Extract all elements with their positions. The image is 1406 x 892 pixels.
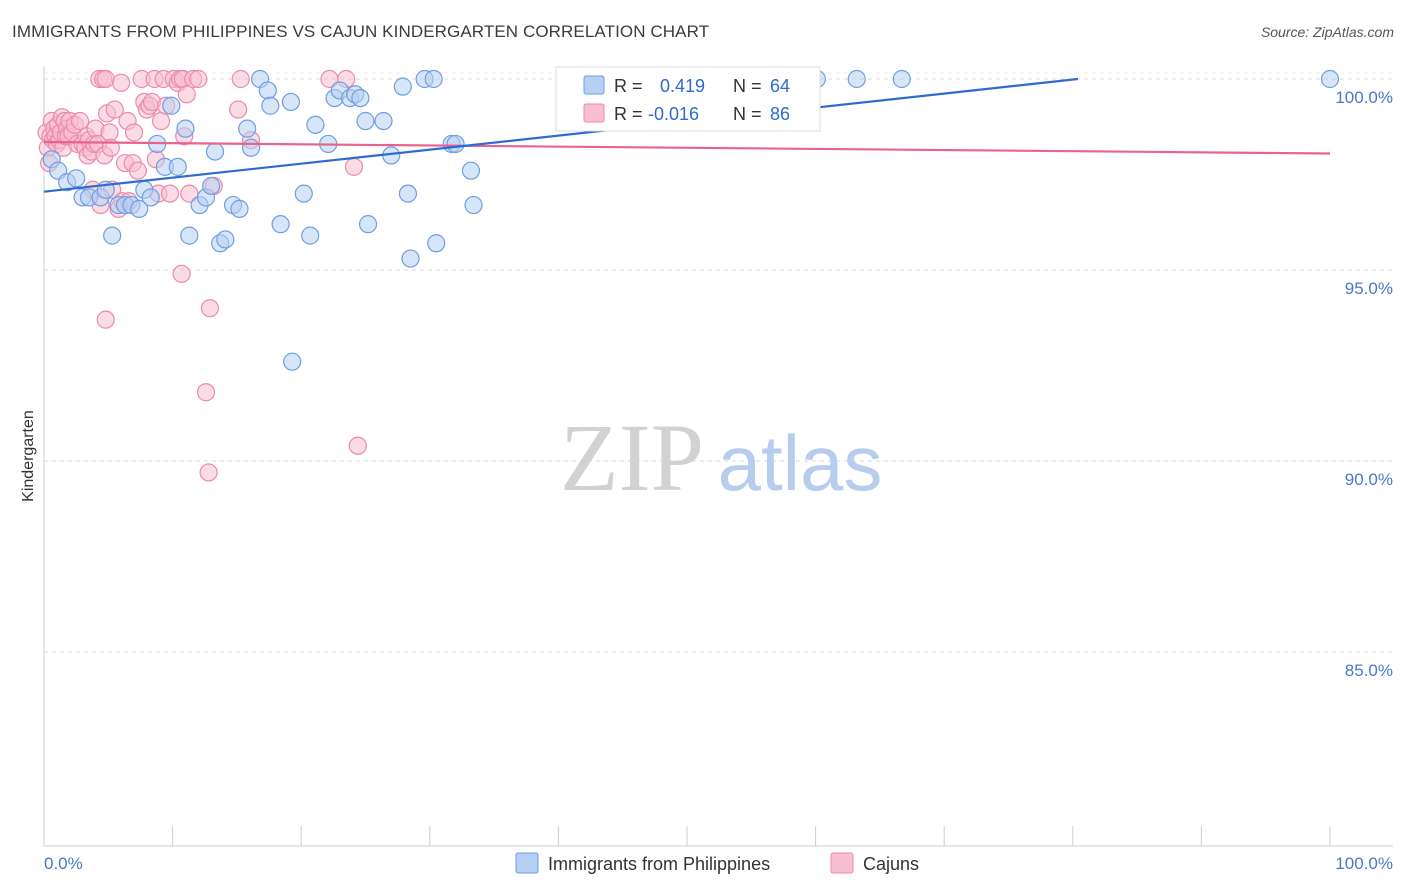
- series-legend: Immigrants from Philippines Cajuns: [515, 852, 919, 874]
- trend-lines: [43, 77, 1331, 193]
- philippines-point: [374, 111, 393, 131]
- cajuns-point: [344, 157, 364, 176]
- correlation-legend: R = 0.419 N = 64 R = -0.016 N = 86: [555, 66, 821, 132]
- y-tick-label: 100.0%: [1335, 88, 1393, 107]
- legend-n-value-1: 64: [770, 76, 790, 96]
- philippines-trend-line: [43, 77, 1079, 193]
- y-tick-label: 85.0%: [1345, 661, 1393, 680]
- philippines-point: [180, 226, 199, 245]
- cajuns-point: [231, 69, 250, 89]
- philippines-point: [103, 226, 122, 245]
- cajuns-point: [96, 69, 115, 89]
- philippines-point: [301, 226, 320, 245]
- philippines-point: [401, 249, 420, 268]
- philippines-point: [393, 77, 412, 96]
- philippines-point: [176, 119, 195, 138]
- watermark: ZIP atlas: [560, 404, 882, 511]
- legend-r-label-1: R =: [614, 76, 643, 96]
- cajuns-point: [196, 383, 216, 402]
- chart-source: Source: ZipAtlas.com: [1260, 24, 1394, 40]
- cajuns-point: [100, 123, 119, 142]
- watermark-atlas: atlas: [718, 419, 883, 507]
- x-tick-label-min: 0.0%: [44, 854, 83, 873]
- philippines-point: [398, 184, 418, 203]
- cajuns-point: [172, 264, 191, 283]
- cajuns-trend-line: [43, 140, 1331, 155]
- philippines-point: [356, 111, 375, 131]
- philippines-point: [427, 234, 446, 253]
- legend-n-label-2: N =: [733, 104, 762, 124]
- philippines-point: [892, 69, 911, 89]
- philippines-point: [446, 134, 465, 154]
- philippines-point: [358, 215, 378, 234]
- philippines-point: [258, 81, 277, 100]
- philippines-point: [261, 96, 280, 115]
- cajuns-point: [200, 299, 219, 318]
- legend-swatch-philippines: [583, 75, 605, 95]
- cajuns-point: [124, 123, 144, 142]
- philippines-point: [230, 199, 249, 218]
- philippines-point: [283, 352, 302, 371]
- bottom-legend-label-philippines: Immigrants from Philippines: [548, 854, 770, 874]
- philippines-point: [141, 188, 160, 207]
- philippines-point: [130, 199, 149, 218]
- legend-n-label-1: N =: [733, 76, 762, 96]
- legend-r-value-1: 0.419: [660, 76, 705, 96]
- philippines-point: [306, 115, 325, 134]
- cajuns-point: [348, 436, 367, 455]
- philippines-point: [464, 195, 483, 215]
- cajuns-point: [105, 100, 124, 119]
- philippines-point: [294, 184, 313, 203]
- y-axis-title: Kindergarten: [20, 410, 37, 502]
- philippines-point: [168, 157, 187, 176]
- legend-r-value-2: -0.016: [648, 104, 699, 124]
- philippines-point: [67, 169, 86, 188]
- bottom-legend-swatch-philippines: [515, 852, 539, 874]
- cajuns-point: [199, 463, 218, 482]
- legend-r-label-2: R =: [614, 104, 643, 124]
- x-tick-label-max: 100.0%: [1335, 854, 1393, 873]
- cajuns-point: [177, 85, 196, 104]
- cajuns-point: [128, 161, 147, 180]
- philippines-points: [42, 69, 1340, 371]
- philippines-point: [205, 142, 225, 161]
- chart-title: IMMIGRANTS FROM PHILIPPINES VS CAJUN KIN…: [12, 22, 710, 41]
- axes: 100.0% 95.0% 90.0% 85.0%: [43, 66, 1393, 847]
- cajuns-point: [70, 111, 90, 131]
- philippines-point: [351, 88, 370, 108]
- y-tick-label: 90.0%: [1345, 470, 1393, 489]
- bottom-legend-label-cajuns: Cajuns: [863, 854, 919, 874]
- cajuns-point: [112, 73, 131, 92]
- philippines-point: [281, 92, 301, 112]
- philippines-point: [216, 230, 235, 249]
- bottom-legend-swatch-cajuns: [830, 852, 854, 874]
- philippines-point: [202, 176, 221, 196]
- watermark-zip: ZIP: [560, 404, 704, 511]
- y-tick-label: 95.0%: [1345, 279, 1393, 298]
- philippines-point: [162, 96, 181, 115]
- legend-swatch-cajuns: [583, 103, 605, 123]
- cajuns-point: [189, 69, 208, 89]
- cajuns-points: [37, 69, 367, 482]
- philippines-point: [241, 138, 261, 157]
- legend-n-value-2: 86: [770, 104, 790, 124]
- philippines-point: [1320, 69, 1340, 89]
- gridlines: [44, 72, 1393, 653]
- philippines-point: [461, 161, 481, 180]
- cajuns-point: [151, 111, 171, 131]
- philippines-point: [424, 69, 443, 89]
- philippines-point: [271, 215, 290, 234]
- cajuns-point: [160, 184, 180, 203]
- cajuns-point: [96, 310, 115, 329]
- cajuns-point: [229, 100, 248, 119]
- philippines-point: [238, 119, 257, 138]
- philippines-point: [847, 69, 866, 89]
